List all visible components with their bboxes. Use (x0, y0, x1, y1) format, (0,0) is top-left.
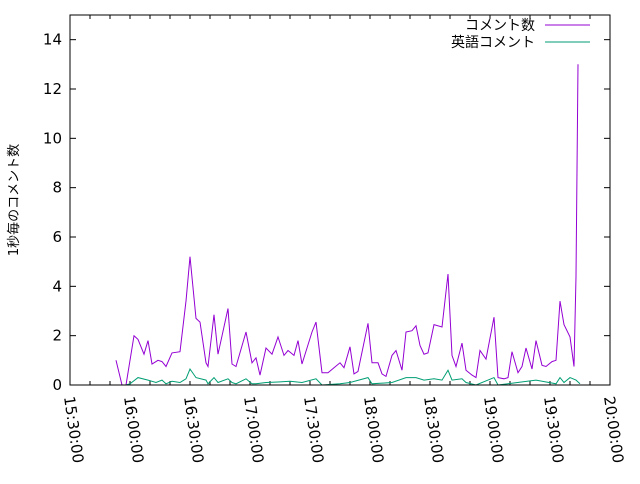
x-tick-label: 17:00:00 (240, 395, 267, 464)
x-tick-label: 18:30:00 (420, 395, 447, 464)
x-tick-label: 18:00:00 (360, 395, 387, 464)
y-tick-label: 6 (52, 228, 62, 246)
x-tick-label: 16:30:00 (180, 395, 207, 464)
y-tick-label: 14 (43, 31, 62, 49)
x-tick-label: 20:00:00 (600, 395, 627, 464)
series-group (115, 64, 581, 386)
y-axis-label: 1秒毎のコメント数 (6, 144, 22, 256)
y-tick-label: 12 (43, 80, 62, 98)
x-tick-label: 15:30:00 (60, 395, 87, 464)
y-tick-label: 2 (52, 327, 62, 345)
x-tick-label: 16:00:00 (120, 395, 147, 464)
series-line-1 (125, 367, 581, 386)
x-tick-label: 19:00:00 (480, 395, 507, 464)
plot-frame (69, 14, 611, 386)
y-tick-label: 10 (43, 129, 62, 147)
y-tick-label: 4 (52, 277, 62, 295)
y-tick-label: 0 (52, 376, 62, 394)
y-tick-label: 8 (52, 179, 62, 197)
x-tick-label: 19:30:00 (540, 395, 567, 464)
legend-label: 英語コメント (451, 34, 535, 51)
axes: 0 2 4 6 8 10 12 14 15:30:00 16:00:00 16:30:00 17:00… (43, 15, 627, 464)
series-line-0 (115, 64, 579, 386)
x-tick-label: 17:30:00 (300, 395, 327, 464)
legend-label: コメント数 (465, 18, 535, 34)
